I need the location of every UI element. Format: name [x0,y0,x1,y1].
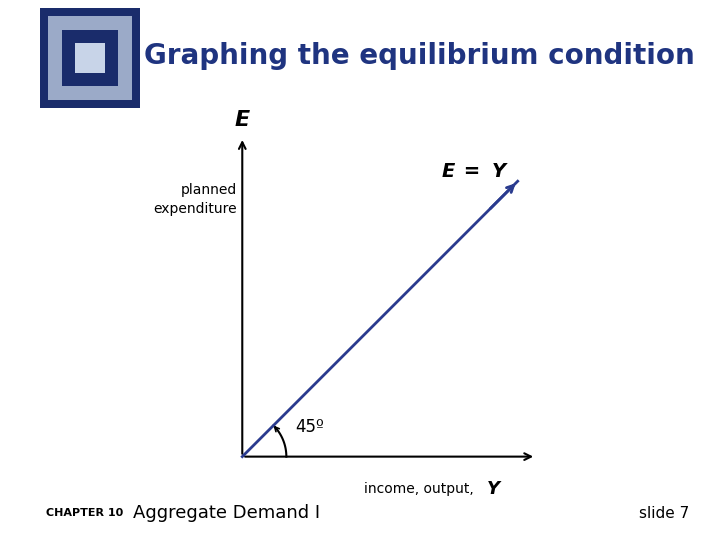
Text: 45º: 45º [295,418,324,436]
Text: E: E [442,162,455,181]
Polygon shape [40,8,140,108]
Text: Y: Y [492,162,506,181]
Text: CHAPTER 10: CHAPTER 10 [46,508,124,518]
Polygon shape [75,43,105,73]
Text: planned
expenditure: planned expenditure [153,184,237,216]
Text: E: E [235,110,250,130]
Text: income, output,: income, output, [364,482,474,496]
Text: =: = [457,162,480,181]
Text: Aggregate Demand I: Aggregate Demand I [133,504,320,522]
Text: Y: Y [487,481,500,498]
Text: Graphing the equilibrium condition: Graphing the equilibrium condition [144,42,695,70]
Polygon shape [62,30,118,86]
Text: slide 7: slide 7 [639,506,689,521]
Polygon shape [48,16,132,100]
